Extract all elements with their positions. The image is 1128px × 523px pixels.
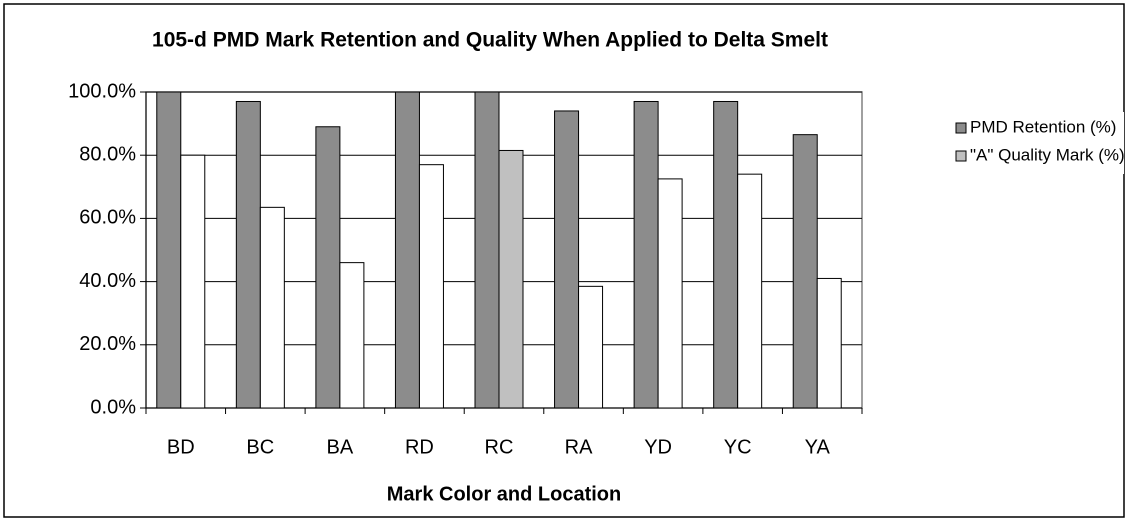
x-tick-label: RC xyxy=(485,436,514,458)
bar xyxy=(554,110,580,409)
legend-label: "A" Quality Mark (%) xyxy=(970,145,1125,164)
x-tick-label: RD xyxy=(405,436,434,458)
x-tick-label: BD xyxy=(167,436,195,458)
bar xyxy=(657,178,683,409)
bar xyxy=(737,173,763,409)
bar xyxy=(713,100,739,409)
legend-marker xyxy=(955,122,967,134)
x-tick-label: BC xyxy=(246,436,274,458)
y-tick-label: 60.0% xyxy=(79,207,136,229)
bar xyxy=(156,91,182,409)
bar xyxy=(315,126,341,409)
x-tick-label: YA xyxy=(805,436,831,458)
x-tick-label: RA xyxy=(565,436,593,458)
bar xyxy=(633,100,659,409)
bar xyxy=(394,91,420,409)
x-tick-label: BA xyxy=(327,436,354,458)
bar xyxy=(792,134,818,409)
bar xyxy=(474,91,500,409)
bar xyxy=(498,149,524,409)
x-axis-title: Mark Color and Location xyxy=(387,483,621,505)
bar xyxy=(180,154,206,409)
bar xyxy=(259,206,285,409)
x-tick-label: YC xyxy=(724,436,752,458)
y-tick-label: 80.0% xyxy=(79,143,136,165)
y-tick-label: 0.0% xyxy=(90,396,136,418)
bar xyxy=(235,100,261,409)
legend-marker xyxy=(955,150,967,162)
bar xyxy=(418,164,444,409)
legend-label: PMD Retention (%) xyxy=(970,117,1116,136)
x-tick-label: YD xyxy=(644,436,672,458)
bar xyxy=(578,285,604,409)
legend xyxy=(952,112,1124,174)
y-tick-label: 100.0% xyxy=(68,80,136,102)
y-tick-label: 40.0% xyxy=(79,270,136,292)
bar xyxy=(339,262,365,409)
chart-title: 105-d PMD Mark Retention and Quality Whe… xyxy=(152,29,828,52)
bar xyxy=(816,277,842,409)
y-tick-label: 20.0% xyxy=(79,333,136,355)
